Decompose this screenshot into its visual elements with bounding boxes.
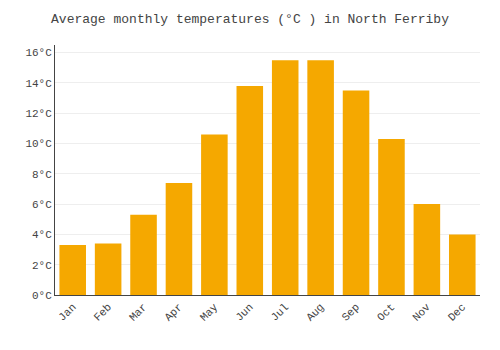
svg-text:10°C: 10°C <box>25 138 52 150</box>
svg-text:Average monthly temperatures (: Average monthly temperatures (°C ) in No… <box>51 12 449 27</box>
svg-text:Dec: Dec <box>446 301 468 323</box>
svg-text:12°C: 12°C <box>25 108 52 120</box>
svg-text:14°C: 14°C <box>25 78 52 90</box>
svg-text:Apr: Apr <box>162 301 184 323</box>
svg-text:Mar: Mar <box>127 301 149 323</box>
svg-text:Aug: Aug <box>304 301 326 323</box>
svg-text:4°C: 4°C <box>32 229 52 241</box>
svg-text:Oct: Oct <box>375 301 397 323</box>
svg-text:Nov: Nov <box>410 301 433 324</box>
svg-text:Jun: Jun <box>233 301 255 323</box>
svg-text:Jul: Jul <box>269 301 291 323</box>
svg-text:Sep: Sep <box>340 301 362 323</box>
svg-text:Feb: Feb <box>92 301 114 323</box>
svg-text:2°C: 2°C <box>32 260 52 272</box>
svg-text:16°C: 16°C <box>25 47 52 59</box>
svg-text:Jan: Jan <box>56 301 78 323</box>
svg-text:8°C: 8°C <box>32 169 52 181</box>
svg-text:6°C: 6°C <box>32 199 52 211</box>
svg-text:0°C: 0°C <box>32 290 52 302</box>
svg-text:May: May <box>198 301 221 324</box>
